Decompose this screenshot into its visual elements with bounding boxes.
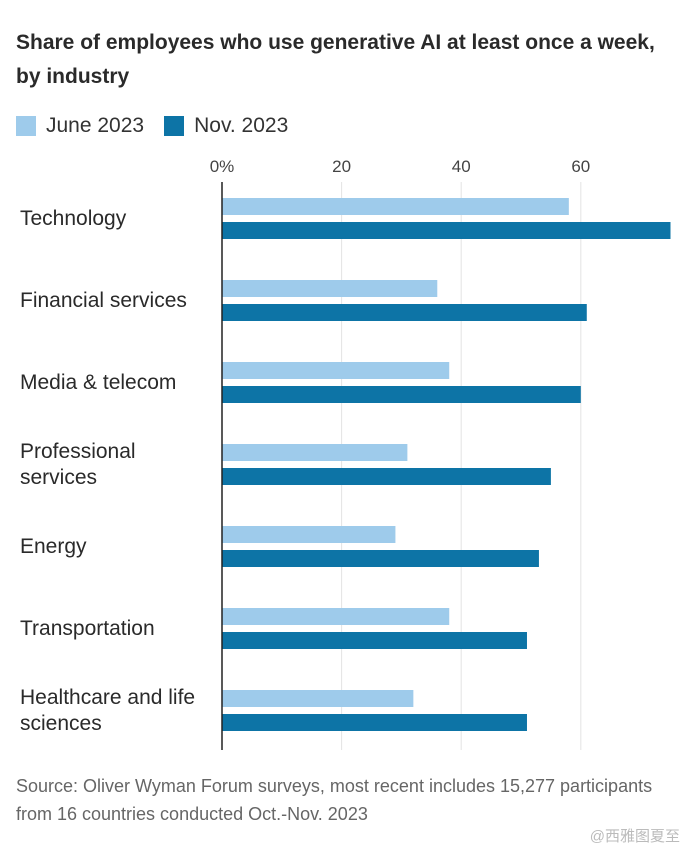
bar-nov-2023 [222, 632, 527, 649]
x-tick-label: 0% [210, 157, 235, 176]
bar-june-2023 [222, 198, 569, 215]
bar-june-2023 [222, 608, 450, 625]
bar-nov-2023 [222, 714, 527, 731]
x-tick-label: 40 [452, 157, 471, 176]
watermark: @西雅图夏至 [589, 828, 680, 845]
x-tick-label: 60 [571, 157, 590, 176]
bar-june-2023 [222, 444, 408, 461]
source-note: Source: Oliver Wyman Forum surveys, most… [16, 776, 653, 824]
category-label: Financial services [20, 289, 187, 312]
bar-nov-2023 [222, 304, 587, 321]
legend-swatch-june [16, 116, 36, 136]
legend-item-nov: Nov. 2023 [164, 114, 288, 138]
legend: June 2023 Nov. 2023 [16, 112, 308, 140]
x-tick-label: 20 [332, 157, 351, 176]
legend-item-june: June 2023 [16, 114, 144, 138]
category-label: Media & telecom [20, 371, 176, 394]
chart-title: Share of employees who use generative AI… [16, 31, 655, 88]
legend-swatch-nov [164, 116, 185, 136]
bar-nov-2023 [222, 550, 539, 567]
bar-nov-2023 [222, 222, 671, 239]
category-label: Professional [20, 440, 136, 463]
bar-nov-2023 [222, 468, 551, 485]
category-label: sciences [20, 712, 102, 735]
bar-june-2023 [222, 526, 396, 543]
bar-nov-2023 [222, 386, 581, 403]
bar-june-2023 [222, 690, 414, 707]
category-label: services [20, 466, 97, 489]
category-label: Energy [20, 535, 87, 558]
category-label: Technology [20, 207, 127, 230]
legend-label-june: June 2023 [46, 114, 145, 137]
category-label: Healthcare and life [20, 686, 195, 709]
bar-june-2023 [222, 362, 450, 379]
legend-label-nov: Nov. 2023 [194, 114, 289, 137]
category-label: Transportation [20, 617, 155, 640]
bar-june-2023 [222, 280, 438, 297]
